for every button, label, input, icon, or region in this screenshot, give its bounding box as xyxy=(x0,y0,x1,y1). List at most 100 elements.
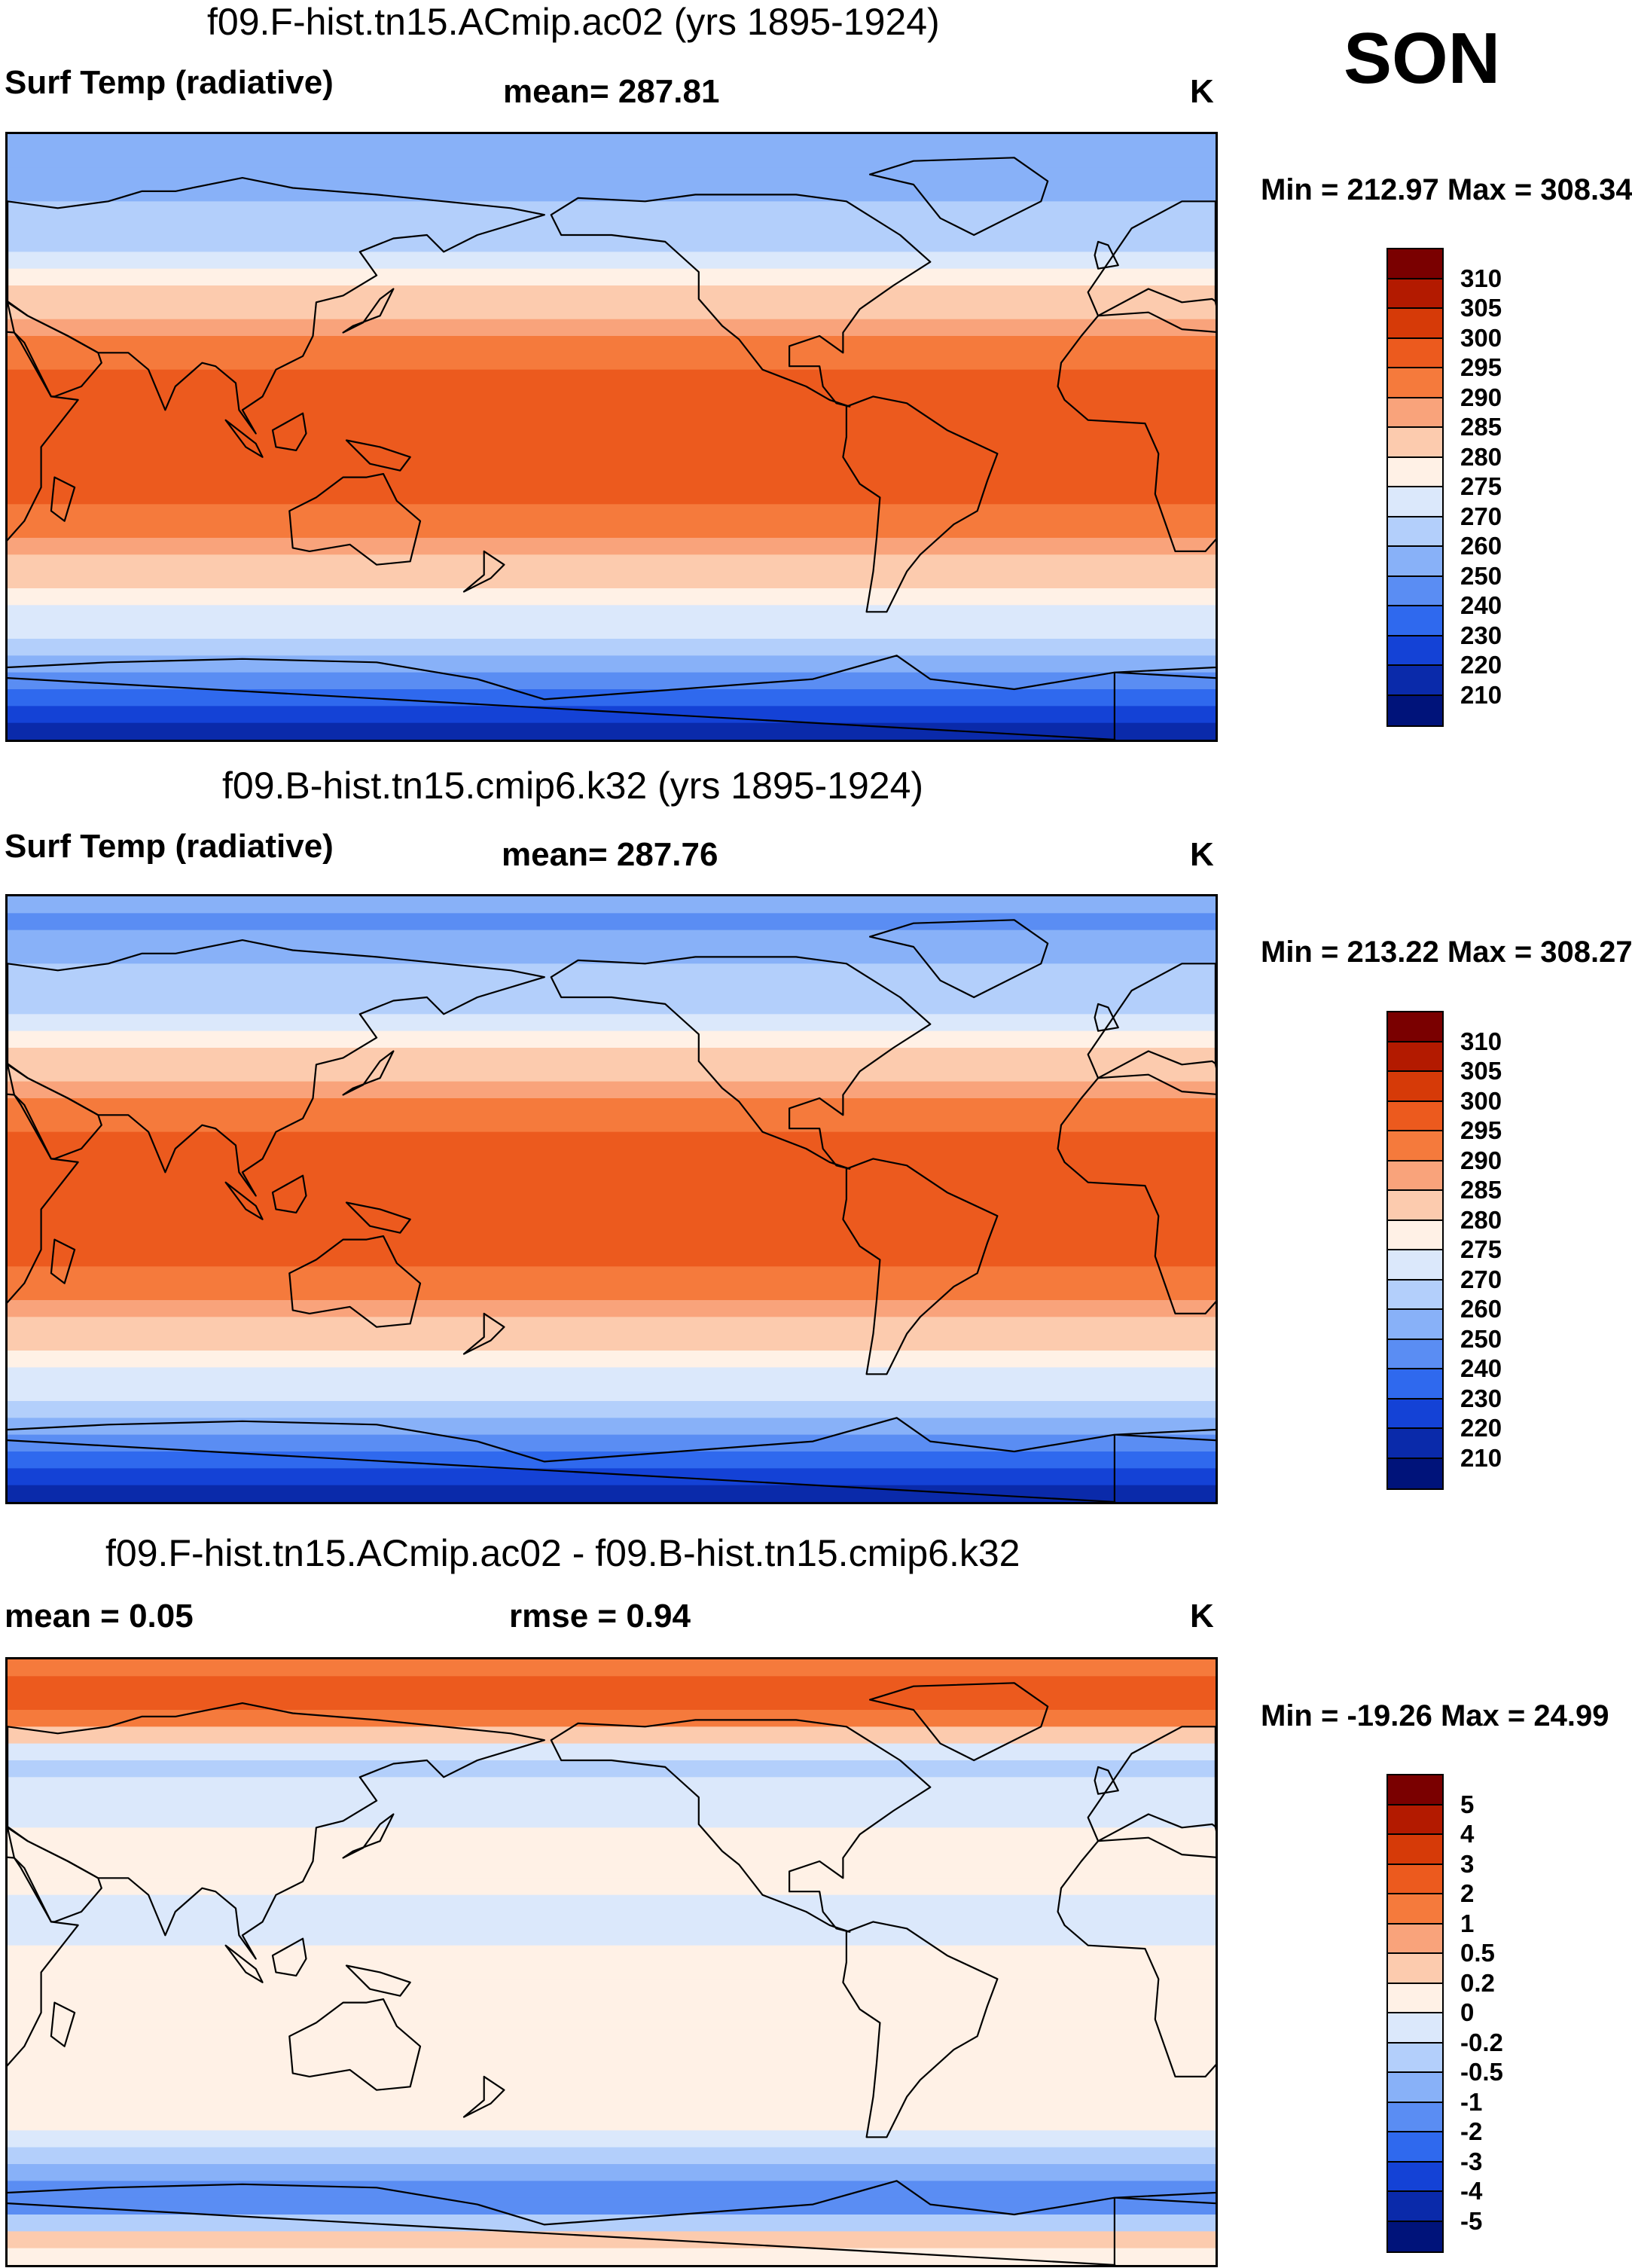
colorbar-swatch xyxy=(1388,1280,1442,1310)
coastline-south-america xyxy=(842,1921,999,2138)
colorbar-swatch xyxy=(1388,695,1442,725)
panel-2-mean-label: mean= 287.76 xyxy=(502,836,718,873)
zonal-band xyxy=(8,1030,1216,1049)
zonal-band xyxy=(8,1827,1216,1845)
panel-2-colorbar xyxy=(1386,1011,1444,1490)
zonal-band xyxy=(8,1434,1216,1452)
coastline-eurasia-west xyxy=(1087,963,1216,1079)
zonal-band xyxy=(8,235,1216,252)
zonal-band xyxy=(8,1300,1216,1317)
zonal-band xyxy=(8,1401,1216,1418)
zonal-band xyxy=(8,689,1216,707)
zonal-band xyxy=(8,504,1216,522)
zonal-band xyxy=(8,2231,1216,2249)
zonal-band xyxy=(8,1760,1216,1778)
colorbar-tick-label: -2 xyxy=(1460,2117,1483,2145)
zonal-band xyxy=(8,268,1216,286)
panel-1-units: K xyxy=(1190,73,1214,110)
coastline-africa xyxy=(1057,1836,1216,2077)
zonal-band xyxy=(8,1149,1216,1166)
coastline-sumatra xyxy=(224,419,264,458)
zonal-band xyxy=(8,1283,1216,1301)
coastlines xyxy=(8,919,1216,1502)
colorbar-swatch xyxy=(1388,2162,1442,2192)
panel-3-map-svg xyxy=(8,1659,1216,2265)
zonal-band xyxy=(8,1351,1216,1368)
panel-2-title: f09.B-hist.tn15.cmip6.k32 (yrs 1895-1924… xyxy=(222,765,924,807)
zonal-band xyxy=(8,1659,1216,1677)
zonal-band xyxy=(8,588,1216,606)
colorbar-tick-label: 240 xyxy=(1460,1354,1502,1382)
coastline-borneo xyxy=(271,1174,307,1213)
coastline-africa xyxy=(8,1093,79,1304)
zonal-band xyxy=(8,1844,1216,1862)
zonal-band xyxy=(8,487,1216,505)
coastline-uk xyxy=(1094,240,1119,270)
zonal-band xyxy=(8,1878,1216,1896)
zonal-band xyxy=(8,1131,1216,1149)
colorbar-swatch xyxy=(1388,1894,1442,1925)
colorbar-tick-label: 295 xyxy=(1460,1116,1502,1144)
colorbar-swatch xyxy=(1388,666,1442,696)
zonal-band xyxy=(8,1064,1216,1082)
panel-2-map-svg xyxy=(8,896,1216,1502)
zonal-band xyxy=(8,1979,1216,1997)
coastline-south-america xyxy=(842,1158,999,1375)
panel-1-variable-label: Surf Temp (radiative) xyxy=(5,64,334,101)
colorbar-swatch xyxy=(1388,576,1442,606)
panel-1-title: f09.F-hist.tn15.ACmip.ac02 (yrs 1895-192… xyxy=(207,1,940,43)
colorbar-swatch xyxy=(1388,457,1442,487)
zonal-band xyxy=(8,1693,1216,1711)
colorbar-swatch xyxy=(1388,1072,1442,1102)
colorbar-tick-label: 275 xyxy=(1460,472,1502,500)
colorbar-tick-label: 305 xyxy=(1460,1057,1502,1085)
colorbar-tick-label: 275 xyxy=(1460,1235,1502,1263)
colorbar-tick-label: 280 xyxy=(1460,1205,1502,1234)
colorbar-tick-label: 2 xyxy=(1460,1879,1475,1907)
colorbar-tick-label: 295 xyxy=(1460,353,1502,381)
colorbar-swatch xyxy=(1388,279,1442,309)
colorbar-tick-label: -5 xyxy=(1460,2206,1483,2235)
zonal-band xyxy=(8,605,1216,623)
zonal-band xyxy=(8,201,1216,219)
zonal-band xyxy=(8,1928,1216,1946)
zonal-band xyxy=(8,2164,1216,2181)
zonal-band xyxy=(8,1468,1216,1486)
colorbar-swatch xyxy=(1388,1131,1442,1161)
zonal-band xyxy=(8,2096,1216,2114)
colorbar-swatch xyxy=(1388,1399,1442,1429)
panel-1-map xyxy=(5,132,1218,742)
coastline-greenland xyxy=(869,157,1049,237)
panel-3-mean-label: mean = 0.05 xyxy=(5,1598,194,1635)
coastline-eurasia xyxy=(8,1702,545,1960)
zonal-band xyxy=(8,1199,1216,1216)
zonal-band xyxy=(8,1216,1216,1234)
zonal-band xyxy=(8,1333,1216,1351)
colorbar-tick-label: -0.5 xyxy=(1460,2058,1503,2086)
zonal-band xyxy=(8,470,1216,488)
coastline-borneo xyxy=(271,1937,307,1976)
coastline-africa xyxy=(8,1856,79,2067)
colorbar-swatch xyxy=(1388,2192,1442,2222)
zonal-band xyxy=(8,1048,1216,1065)
zonal-band xyxy=(8,2248,1216,2265)
zonal-band xyxy=(8,1945,1216,1963)
colorbar-tick-label: 270 xyxy=(1460,502,1502,530)
zonal-band xyxy=(8,722,1216,740)
colorbar-tick-label: 260 xyxy=(1460,532,1502,560)
coastline-antarctica xyxy=(8,655,1116,740)
zonal-band xyxy=(8,1115,1216,1133)
colorbar-swatch xyxy=(1388,1191,1442,1221)
colorbar-tick-label: 220 xyxy=(1460,651,1502,679)
colorbar-tick-label: 285 xyxy=(1460,1176,1502,1204)
coastline-madagascar xyxy=(50,1238,76,1284)
zonal-band xyxy=(8,896,1216,914)
colorbar-swatch xyxy=(1388,2102,1442,2132)
zonal-band xyxy=(8,2013,1216,2030)
coastlines xyxy=(8,157,1216,740)
coastline-africa xyxy=(1057,1073,1216,1314)
colorbar-tick-label: 290 xyxy=(1460,383,1502,411)
zonal-band xyxy=(8,2215,1216,2232)
coastline-madagascar xyxy=(50,476,76,522)
colorbar-swatch xyxy=(1388,1924,1442,1954)
